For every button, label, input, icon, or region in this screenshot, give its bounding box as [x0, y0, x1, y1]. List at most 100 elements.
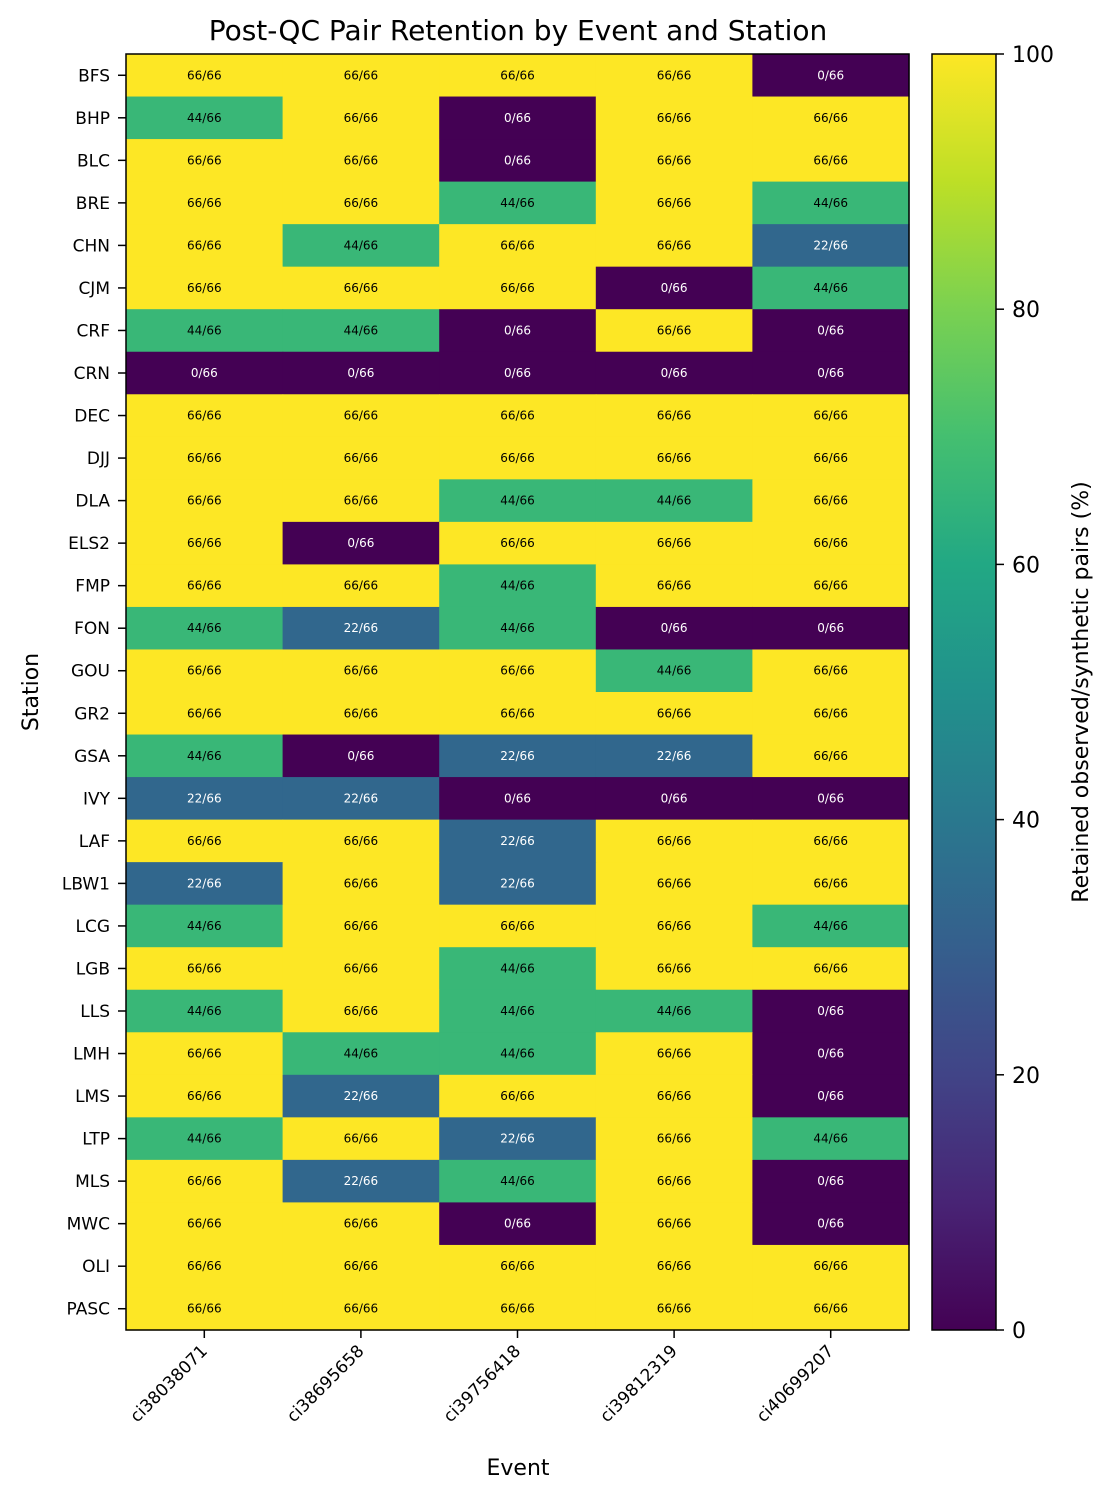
cell-value-label: 0/66 — [817, 1047, 844, 1061]
x-tick-label: ci39756418 — [440, 1341, 525, 1426]
cell-value-label: 66/66 — [187, 238, 222, 252]
cell-value-label: 66/66 — [657, 1259, 692, 1273]
heatmap-cell — [595, 1159, 753, 1203]
heatmap-cell — [752, 1117, 910, 1161]
colorbar-ticks: 0 20 40 60 80 100 — [996, 43, 1054, 1344]
cell-value-label: 66/66 — [187, 579, 222, 593]
heatmap-cell — [282, 862, 440, 906]
cell-value-label: 66/66 — [657, 1302, 692, 1316]
heatmap-cell — [126, 1074, 284, 1118]
cell-value-label: 66/66 — [187, 1217, 222, 1231]
cell-value-label: 0/66 — [817, 1174, 844, 1188]
cell-value-label: 44/66 — [657, 1004, 692, 1018]
y-tick-label: LGB — [76, 959, 110, 979]
cell-value-label: 66/66 — [344, 664, 379, 678]
heatmap-cell — [752, 224, 910, 268]
heatmap-cell — [282, 1032, 440, 1076]
heatmap-cell — [752, 436, 910, 480]
x-tick-label: ci39812319 — [596, 1341, 681, 1426]
heatmap-cell — [439, 96, 597, 140]
cell-value-label: 66/66 — [187, 1259, 222, 1273]
heatmap-cell — [126, 266, 284, 310]
cell-value-label: 66/66 — [657, 961, 692, 975]
heatmap-cell — [595, 947, 753, 991]
cell-value-label: 66/66 — [187, 196, 222, 210]
y-tick-label: FMP — [75, 577, 110, 597]
cell-value-label: 66/66 — [813, 536, 848, 550]
cell-value-label: 66/66 — [813, 494, 848, 508]
cell-value-label: 0/66 — [661, 791, 688, 805]
heatmap-cell — [439, 819, 597, 863]
y-tick-label: CJM — [78, 279, 110, 299]
cell-value-label: 66/66 — [500, 238, 535, 252]
x-tick-label: ci40699207 — [753, 1341, 838, 1426]
heatmap-cell — [282, 54, 440, 98]
heatmap-cell — [595, 1244, 753, 1289]
colorbar-tick-label: 40 — [1012, 809, 1040, 834]
heatmap-cell — [595, 521, 753, 565]
heatmap-cell — [595, 1074, 753, 1118]
heatmap-cell — [126, 351, 284, 395]
cell-value-label: 66/66 — [657, 706, 692, 720]
heatmap-cell — [752, 181, 910, 225]
cell-value-label: 66/66 — [344, 409, 379, 423]
heatmap-cell — [282, 266, 440, 310]
cell-value-label: 0/66 — [661, 281, 688, 295]
y-tick-label: IVY — [83, 789, 111, 809]
cell-value-label: 66/66 — [657, 1047, 692, 1061]
colorbar-tick-label: 100 — [1012, 43, 1054, 68]
heatmap-cell — [752, 266, 910, 310]
heatmap-cell — [595, 777, 753, 821]
heatmap-cell — [126, 564, 284, 608]
cell-value-label: 66/66 — [657, 1217, 692, 1231]
heatmap-cell — [595, 564, 753, 608]
heatmap-cell — [282, 692, 440, 736]
cell-value-label: 0/66 — [347, 749, 374, 763]
cell-value-label: 66/66 — [500, 706, 535, 720]
heatmap-cell — [752, 351, 910, 395]
cell-value-label: 0/66 — [661, 366, 688, 380]
heatmap-cell — [126, 224, 284, 268]
cell-value-label: 44/66 — [187, 919, 222, 933]
cell-labels: 66/66 66/66 66/66 66/66 0/66 44/66 66/66 0/66 66… — [187, 68, 848, 1315]
y-tick-label: ELS2 — [68, 534, 110, 554]
heatmap-cell — [126, 1032, 284, 1076]
cell-value-label: 44/66 — [813, 1132, 848, 1146]
cell-value-label: 66/66 — [344, 706, 379, 720]
heatmap-cell — [595, 606, 753, 651]
heatmap-cell — [752, 862, 910, 906]
cell-value-label: 22/66 — [500, 834, 535, 848]
cell-value-label: 22/66 — [813, 238, 848, 252]
heatmap-cell — [439, 309, 597, 353]
cell-value-label: 66/66 — [187, 706, 222, 720]
cell-value-label: 66/66 — [813, 749, 848, 763]
heatmap-cell — [752, 777, 910, 821]
cell-value-label: 0/66 — [504, 111, 531, 125]
cell-value-label: 66/66 — [813, 664, 848, 678]
heatmap-cell — [282, 436, 440, 480]
cell-value-label: 0/66 — [504, 323, 531, 337]
heatmap-cell — [595, 1117, 753, 1161]
x-axis-ticks: ci38038071 ci38695658 ci39756418 ci39812319… — [127, 1330, 838, 1427]
cell-value-label: 66/66 — [813, 876, 848, 890]
heatmap-cell — [126, 309, 284, 353]
cell-value-label: 44/66 — [187, 749, 222, 763]
cell-value-label: 66/66 — [187, 834, 222, 848]
cell-value-label: 66/66 — [657, 919, 692, 933]
cell-value-label: 44/66 — [344, 1047, 379, 1061]
cell-value-label: 44/66 — [813, 281, 848, 295]
cell-value-label: 66/66 — [657, 579, 692, 593]
heatmap-cell — [595, 1287, 753, 1331]
heatmap-cell — [282, 1244, 440, 1289]
cell-value-label: 66/66 — [813, 961, 848, 975]
cell-value-label: 66/66 — [344, 68, 379, 82]
x-tick-label: ci38695658 — [283, 1341, 368, 1426]
cell-value-label: 44/66 — [500, 961, 535, 975]
cell-value-label: 66/66 — [187, 536, 222, 550]
y-tick-label: LLS — [80, 1002, 110, 1022]
cell-value-label: 66/66 — [500, 68, 535, 82]
heatmap-cell — [126, 436, 284, 480]
heatmap-cell — [282, 224, 440, 268]
cell-value-label: 44/66 — [657, 494, 692, 508]
